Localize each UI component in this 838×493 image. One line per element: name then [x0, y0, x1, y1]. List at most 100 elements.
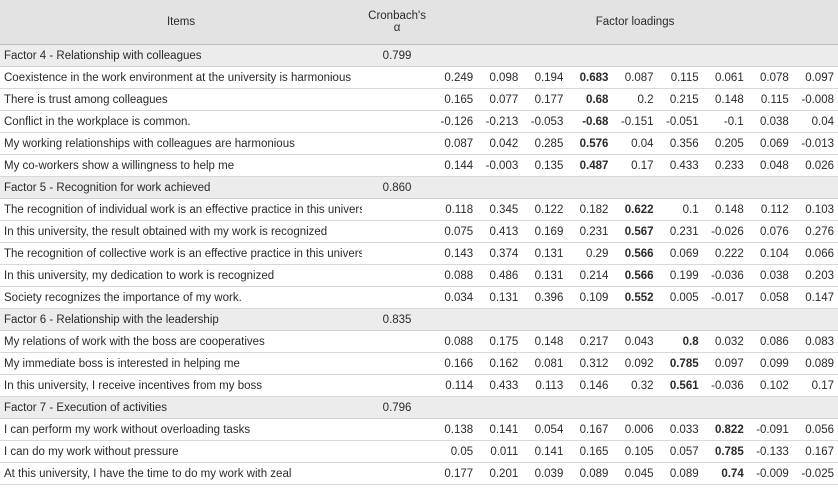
loading-cell: 0.17 [792, 374, 838, 397]
loading-cell: 0.058 [747, 286, 793, 309]
loading-cell: 0.345 [477, 198, 523, 221]
loading-cell: -0.025 [792, 462, 838, 485]
loading: 0.089 [579, 467, 609, 480]
loading: 0.147 [805, 291, 834, 304]
primary-loading: 0.8 [682, 335, 699, 348]
alpha-empty [362, 242, 433, 265]
loading-cell: 0.177 [522, 88, 568, 111]
item-row: I can perform my work without overloadin… [0, 418, 838, 441]
loading-cell: 0.097 [792, 66, 838, 89]
loading: -0.1 [723, 115, 744, 128]
loading: 0.102 [760, 379, 789, 392]
loading: 0.148 [714, 93, 744, 106]
item-row: The recognition of collective work is an… [0, 242, 838, 265]
loading-cell: -0.213 [477, 110, 523, 133]
loading: 0.088 [444, 269, 474, 282]
primary-loading: 0.566 [624, 269, 654, 282]
primary-loading: 0.566 [624, 247, 654, 260]
loading-cell: -0.003 [477, 154, 523, 177]
cronbach-alpha: 0.799 [362, 44, 433, 67]
loading-cell: 0.092 [612, 352, 658, 375]
loading-cell: 0.141 [477, 418, 523, 441]
loading-cell: 0.061 [702, 66, 748, 89]
loading: 0.113 [535, 379, 564, 392]
loading: 0.194 [534, 71, 564, 84]
loading-cell: 0.199 [657, 264, 703, 287]
loadings-header: Factor loadings [432, 0, 838, 45]
loading-cell: 0.2 [612, 88, 658, 111]
factor-title: Factor 4 - Relationship with colleagues [0, 44, 363, 67]
primary-loading: 0.561 [669, 379, 699, 392]
item-row: In this university, I receive incentives… [0, 374, 838, 397]
item-text: My immediate boss is interested in helpi… [0, 352, 363, 375]
loading-cell: 0.077 [477, 88, 523, 111]
loading-cell: 0.045 [612, 462, 658, 485]
loading: 0.205 [714, 137, 744, 150]
loading: 0.005 [669, 291, 699, 304]
loading: 0.088 [444, 335, 474, 348]
loading-cell: 0.141 [522, 440, 568, 463]
header-row: Items Cronbach's α Factor loadings [0, 0, 838, 45]
loading-cell: 0.112 [747, 198, 793, 221]
item-row: In this university, my dedication to wor… [0, 264, 838, 287]
primary-loading: 0.567 [624, 225, 654, 238]
loading-cell: 0.231 [567, 220, 613, 243]
loading-cell: 0.561 [657, 374, 703, 397]
loading-cell: 0.201 [477, 462, 523, 485]
item-text: In this university, the result obtained … [0, 220, 363, 243]
loading-cell: 0.131 [477, 286, 523, 309]
loading: -0.017 [711, 291, 744, 304]
loading-cell: 0.109 [567, 286, 613, 309]
loading: 0.087 [444, 137, 474, 150]
loading-cell: 0.175 [477, 330, 523, 353]
loading: 0.109 [579, 291, 609, 304]
alpha-empty [362, 440, 433, 463]
loading: 0.143 [444, 247, 474, 260]
loading-cell: 0.231 [657, 220, 703, 243]
loading: 0.177 [534, 93, 564, 106]
item-text: My relations of work with the boss are c… [0, 330, 363, 353]
loading-cell: 0.785 [702, 440, 748, 463]
loading: 0.038 [760, 269, 789, 282]
loading-cell: 0.057 [657, 440, 703, 463]
loading-cell: 0.285 [522, 132, 568, 155]
factor-title: Factor 7 - Execution of activities [0, 396, 363, 419]
loading-cell: 0.249 [432, 66, 478, 89]
loading: 0.131 [534, 247, 564, 260]
loading-cell: 0.006 [612, 418, 658, 441]
primary-loading: 0.576 [579, 137, 609, 150]
loading-cell: 0.102 [747, 374, 793, 397]
loading: 0.135 [534, 159, 564, 172]
item-row: In this university, the result obtained … [0, 220, 838, 243]
loading-cell: 0.131 [522, 264, 568, 287]
loading: -0.053 [530, 115, 564, 128]
item-text: I can perform my work without overloadin… [0, 418, 363, 441]
loading: 0.089 [805, 357, 834, 370]
primary-loading: -0.68 [582, 115, 609, 128]
loading: 0.29 [586, 247, 609, 260]
item-row: There is trust among colleagues 0.165 0.07… [0, 88, 838, 111]
factor-filler [432, 308, 838, 331]
factor-title: Factor 6 - Relationship with the leaders… [0, 308, 363, 331]
loading: 0.076 [760, 225, 789, 238]
loading-cell: 0.167 [792, 440, 838, 463]
factor-title: Factor 5 - Recognition for work achieved [0, 176, 363, 199]
loading-cell: 0.097 [702, 352, 748, 375]
loading-cell: 0.17 [612, 154, 658, 177]
loading-cell: 0.089 [567, 462, 613, 485]
loading-cell: 0.146 [567, 374, 613, 397]
loading: 0.433 [489, 379, 519, 392]
loading: 0.131 [489, 291, 519, 304]
loading: 0.276 [805, 225, 834, 238]
loading-cell: 0.114 [432, 374, 478, 397]
item-row: Conflict in the workplace is common. -0.1… [0, 110, 838, 133]
item-row: My working relationships with colleagues… [0, 132, 838, 155]
loading: -0.003 [485, 159, 519, 172]
alpha-empty [362, 198, 433, 221]
loading: 0.17 [631, 159, 654, 172]
loading-cell: 0.086 [747, 330, 793, 353]
loading-cell: 0.043 [612, 330, 658, 353]
loading: -0.008 [801, 93, 834, 106]
primary-loading: 0.68 [586, 93, 609, 106]
loading-cell: 0.396 [522, 286, 568, 309]
